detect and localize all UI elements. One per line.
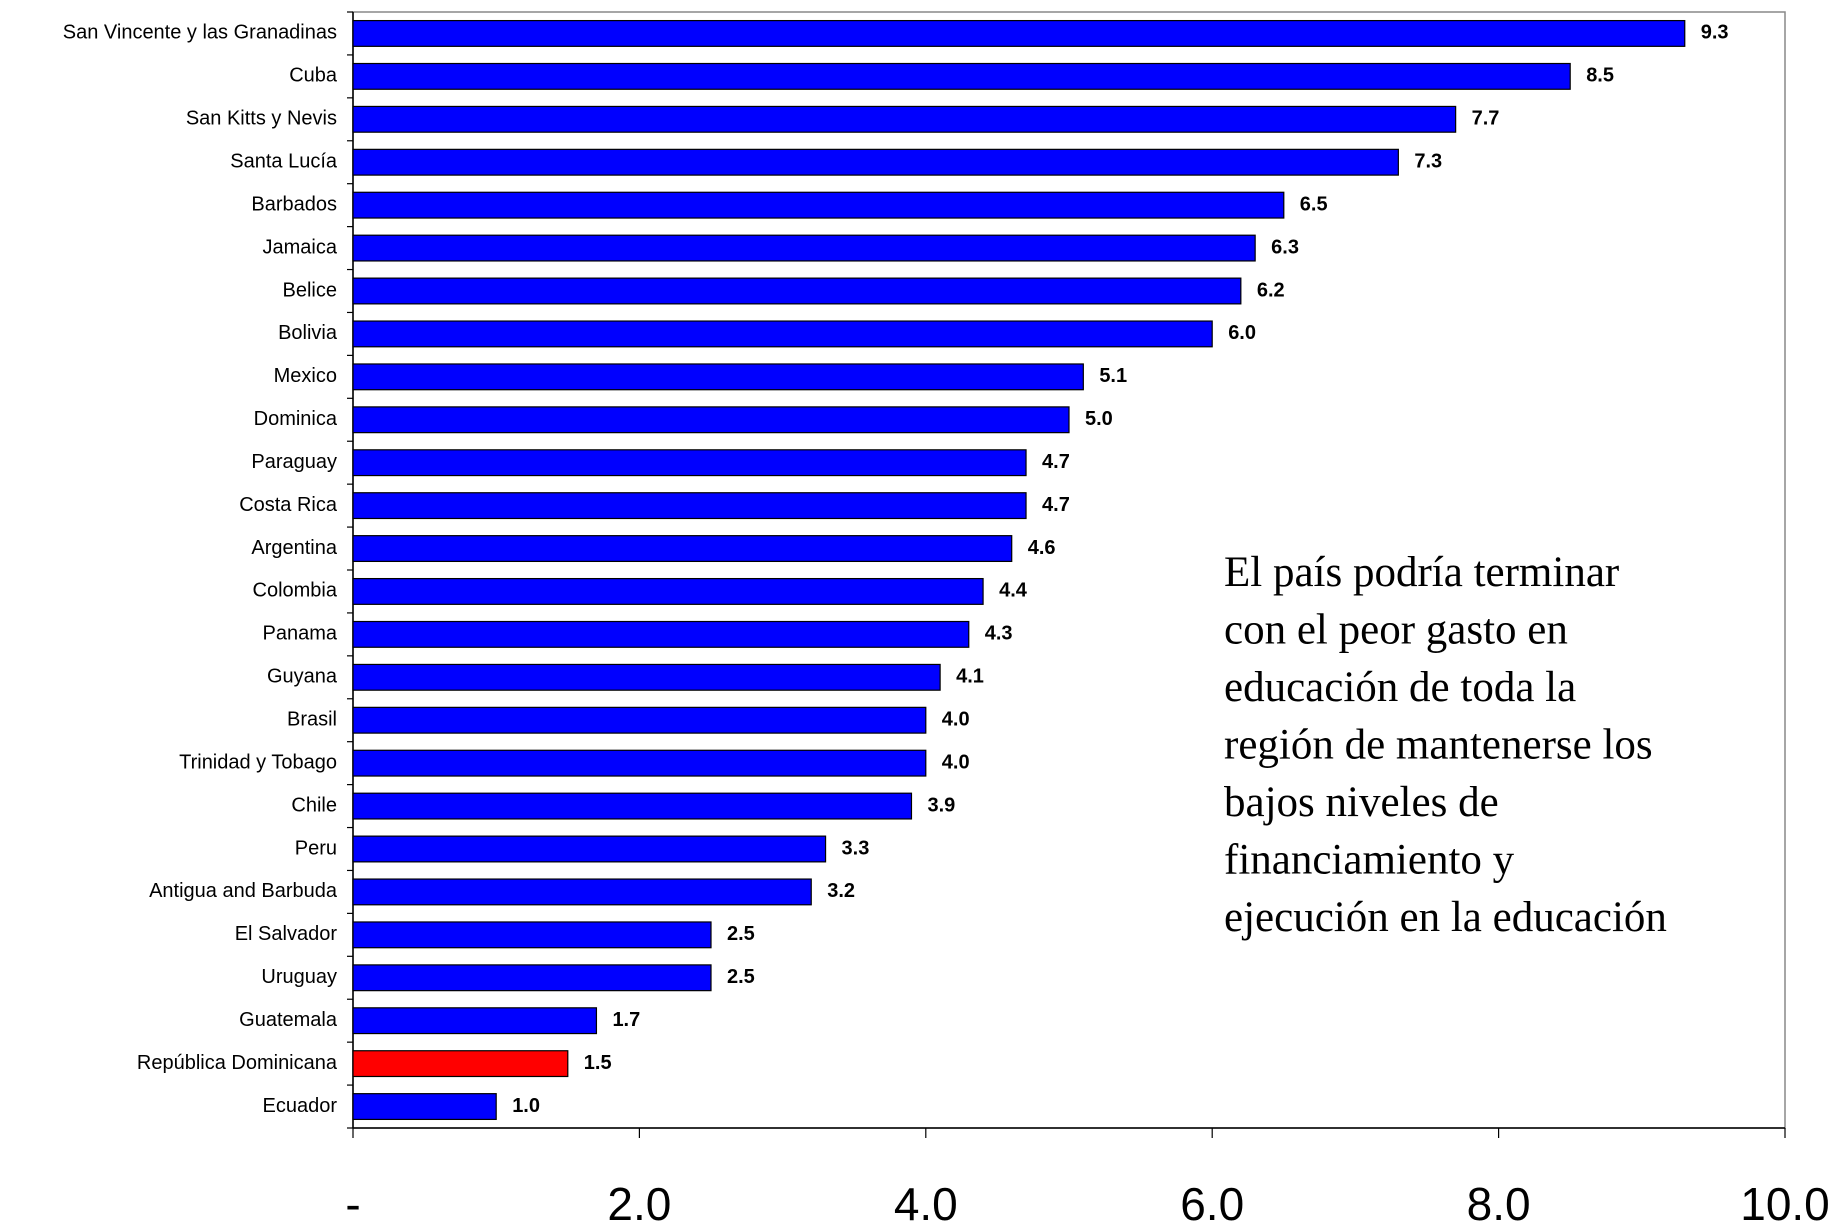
x-tick-label: -	[345, 1178, 360, 1229]
y-tick-label: Santa Lucía	[230, 151, 338, 173]
value-label: 1.0	[512, 1095, 540, 1117]
y-tick-label: Guatemala	[239, 1009, 338, 1031]
bar	[352, 406, 1070, 434]
y-tick-label: Peru	[295, 837, 337, 859]
value-label: 3.3	[842, 837, 870, 859]
bar	[352, 492, 1027, 520]
x-tick-label: 4.0	[894, 1178, 958, 1229]
y-tick-label: Guyana	[267, 666, 338, 688]
value-label: 2.5	[727, 966, 755, 988]
y-tick-label: Dominica	[254, 408, 338, 430]
y-tick-label: Panama	[263, 623, 338, 645]
annotation: El país podría terminar	[1224, 549, 1619, 596]
value-label: 4.3	[985, 623, 1013, 645]
y-tick-label: El Salvador	[235, 923, 338, 945]
value-label: 6.0	[1228, 322, 1256, 344]
value-label: 4.6	[1028, 537, 1056, 559]
value-label: 5.1	[1099, 365, 1127, 387]
value-label: 4.0	[942, 709, 970, 731]
bar	[352, 577, 984, 605]
value-label: 2.5	[727, 923, 755, 945]
y-tick-label: Argentina	[251, 537, 337, 559]
bar	[352, 878, 812, 906]
bar	[352, 749, 927, 777]
value-label: 7.3	[1414, 151, 1442, 173]
value-label: 3.2	[827, 880, 855, 902]
y-tick-label: Cuba	[289, 65, 338, 87]
y-tick-label: Brasil	[287, 709, 337, 731]
bar	[352, 363, 1084, 391]
annotation: educación de toda la	[1224, 664, 1576, 711]
value-label: 9.3	[1701, 22, 1729, 44]
bar	[352, 19, 1686, 47]
y-tick-label: Ecuador	[263, 1095, 338, 1117]
value-label: 6.2	[1257, 279, 1285, 301]
x-tick-label: 2.0	[607, 1178, 671, 1229]
bar	[352, 620, 970, 648]
y-tick-label: Uruguay	[261, 966, 337, 988]
value-label: 3.9	[927, 794, 955, 816]
bar	[352, 964, 712, 992]
bar	[352, 62, 1571, 90]
y-tick-label: San Kitts y Nevis	[186, 108, 337, 130]
y-tick-label: Colombia	[253, 580, 338, 602]
bar	[352, 277, 1242, 305]
x-tick-label: 10.0	[1740, 1178, 1830, 1229]
value-label: 4.7	[1042, 451, 1070, 473]
bar	[352, 234, 1256, 262]
value-label: 4.7	[1042, 494, 1070, 516]
y-tick-label: Paraguay	[251, 451, 337, 473]
value-label: 4.1	[956, 666, 984, 688]
x-tick-label: 6.0	[1180, 1178, 1244, 1229]
value-label: 5.0	[1085, 408, 1113, 430]
y-tick-label: Antigua and Barbuda	[149, 880, 338, 902]
value-label: 6.5	[1300, 193, 1328, 215]
bar	[352, 835, 827, 863]
y-tick-label: Barbados	[251, 193, 337, 215]
annotation: financiamiento y	[1224, 837, 1515, 884]
annotation: bajos niveles de	[1224, 779, 1499, 826]
value-label: 7.7	[1472, 108, 1500, 130]
value-label: 1.7	[612, 1009, 640, 1031]
y-tick-label: Chile	[291, 794, 337, 816]
value-label: 4.0	[942, 751, 970, 773]
bar	[352, 792, 913, 820]
y-tick-label: Trinidad y Tobago	[179, 751, 337, 773]
x-tick-label: 8.0	[1467, 1178, 1531, 1229]
y-tick-label: República Dominicana	[137, 1052, 338, 1074]
bar	[352, 191, 1285, 219]
y-tick-label: Bolivia	[278, 322, 338, 344]
bar	[352, 921, 712, 949]
bar	[352, 105, 1457, 133]
y-tick-label: Belice	[283, 279, 337, 301]
y-tick-label: Mexico	[274, 365, 337, 387]
annotation: con el peor gasto en	[1224, 607, 1568, 654]
annotation: región de mantenerse los	[1224, 722, 1653, 769]
bar	[352, 663, 941, 691]
value-label: 6.3	[1271, 236, 1299, 258]
value-label: 4.4	[999, 580, 1028, 602]
bar	[352, 535, 1013, 563]
bar	[352, 449, 1027, 477]
bar	[352, 1093, 497, 1121]
y-tick-label: Costa Rica	[239, 494, 338, 516]
bar	[352, 1007, 598, 1035]
bar	[352, 148, 1399, 176]
bar	[352, 1050, 569, 1078]
y-tick-label: Jamaica	[263, 236, 338, 258]
bar	[352, 706, 927, 734]
annotation: ejecución en la educación	[1224, 894, 1667, 941]
value-label: 1.5	[584, 1052, 612, 1074]
y-tick-label: San Vincente y las Granadinas	[63, 22, 337, 44]
value-label: 8.5	[1586, 65, 1614, 87]
bar	[352, 320, 1213, 348]
